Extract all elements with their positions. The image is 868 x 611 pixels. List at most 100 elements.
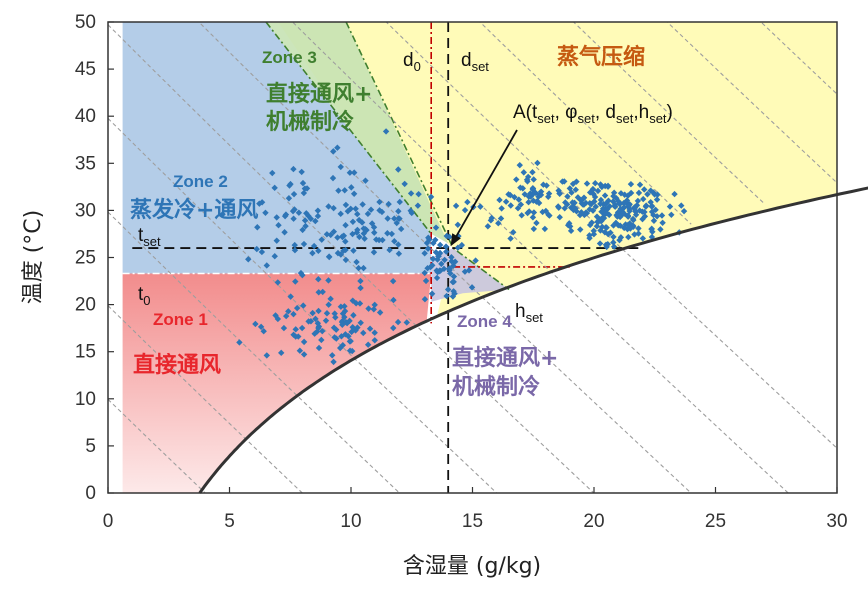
data-point — [323, 310, 331, 317]
data-point — [253, 245, 260, 253]
data-point — [342, 201, 350, 209]
x-axis: 0 5 10 15 20 25 30 — [103, 487, 848, 532]
data-point — [636, 207, 643, 214]
data-point — [329, 352, 336, 359]
data-point — [534, 159, 541, 167]
data-point — [295, 209, 303, 216]
point-a-label: A(tset, φset, dset,hset) — [513, 102, 673, 126]
data-point — [639, 235, 647, 242]
data-point — [606, 203, 613, 210]
data-point — [495, 220, 502, 227]
data-point — [507, 235, 514, 242]
data-point — [296, 347, 304, 354]
x-tick-label: 25 — [705, 511, 726, 532]
data-point — [285, 308, 292, 315]
data-point — [620, 199, 627, 207]
data-point — [449, 293, 457, 300]
data-point — [625, 202, 633, 209]
data-point — [484, 223, 492, 230]
data-point — [385, 200, 392, 208]
data-point — [397, 225, 405, 233]
data-point — [401, 180, 408, 188]
y-tick-label: 30 — [75, 200, 96, 221]
data-point — [515, 196, 523, 203]
data-point — [498, 205, 505, 212]
data-point — [430, 239, 437, 247]
enthalpy-line — [108, 492, 109, 493]
data-point — [272, 312, 279, 319]
data-point — [273, 214, 280, 221]
data-point — [274, 279, 281, 286]
data-point — [305, 318, 312, 325]
data-point — [299, 179, 307, 187]
data-point — [461, 206, 469, 214]
data-point — [349, 324, 356, 331]
data-point — [650, 189, 657, 196]
data-point — [371, 301, 378, 309]
data-point — [627, 225, 634, 232]
data-point — [443, 248, 450, 255]
data-point — [442, 243, 450, 250]
data-point — [357, 319, 364, 326]
data-point — [566, 185, 574, 192]
data-point — [395, 241, 402, 248]
data-point — [425, 234, 432, 241]
data-point — [391, 238, 398, 245]
data-point — [370, 224, 378, 231]
data-point — [454, 244, 462, 251]
data-point — [337, 251, 345, 258]
data-point — [354, 324, 361, 331]
data-point — [451, 258, 459, 265]
data-point — [542, 207, 550, 215]
data-point — [586, 200, 594, 207]
data-point — [616, 236, 623, 244]
data-point — [282, 211, 290, 218]
data-point — [219, 211, 226, 218]
data-point — [350, 312, 357, 319]
zone3-en-label: Zone 3 — [262, 48, 317, 67]
data-point — [384, 215, 391, 222]
data-point — [371, 329, 378, 336]
data-point — [641, 213, 649, 220]
data-point — [287, 293, 294, 300]
data-point — [349, 218, 357, 226]
y-axis-title: 温度 (°C) — [21, 210, 46, 305]
data-point — [535, 199, 543, 207]
data-point — [591, 198, 598, 205]
data-point — [360, 264, 367, 272]
data-point — [423, 239, 431, 247]
data-point — [433, 274, 441, 282]
data-point — [653, 196, 661, 203]
data-point — [271, 253, 278, 260]
data-point — [422, 277, 430, 285]
data-point — [370, 306, 378, 313]
saturation-curve — [198, 186, 868, 494]
data-point — [555, 204, 562, 211]
data-point — [414, 202, 422, 209]
data-point — [450, 288, 457, 295]
data-point — [513, 176, 520, 183]
data-point — [612, 219, 620, 227]
data-point — [350, 190, 358, 198]
data-point — [647, 198, 654, 206]
data-point — [352, 300, 360, 307]
data-point — [421, 269, 428, 277]
data-point — [322, 317, 330, 324]
zone2-cn-label: 蒸发冷+通风 — [130, 197, 258, 223]
data-point — [315, 307, 322, 315]
data-point — [376, 198, 383, 206]
enthalpy-line — [666, 22, 837, 184]
data-point — [625, 233, 632, 241]
data-point — [590, 227, 597, 235]
data-point — [610, 192, 617, 200]
x-tick-label: 20 — [583, 511, 604, 532]
data-point — [388, 230, 395, 238]
data-point — [310, 242, 318, 250]
x-tick-label: 30 — [826, 511, 847, 532]
data-point — [600, 214, 608, 222]
enthalpy-line — [385, 22, 837, 449]
data-point — [300, 189, 308, 197]
data-point — [624, 192, 632, 199]
data-point — [366, 325, 374, 332]
data-point — [510, 229, 517, 236]
